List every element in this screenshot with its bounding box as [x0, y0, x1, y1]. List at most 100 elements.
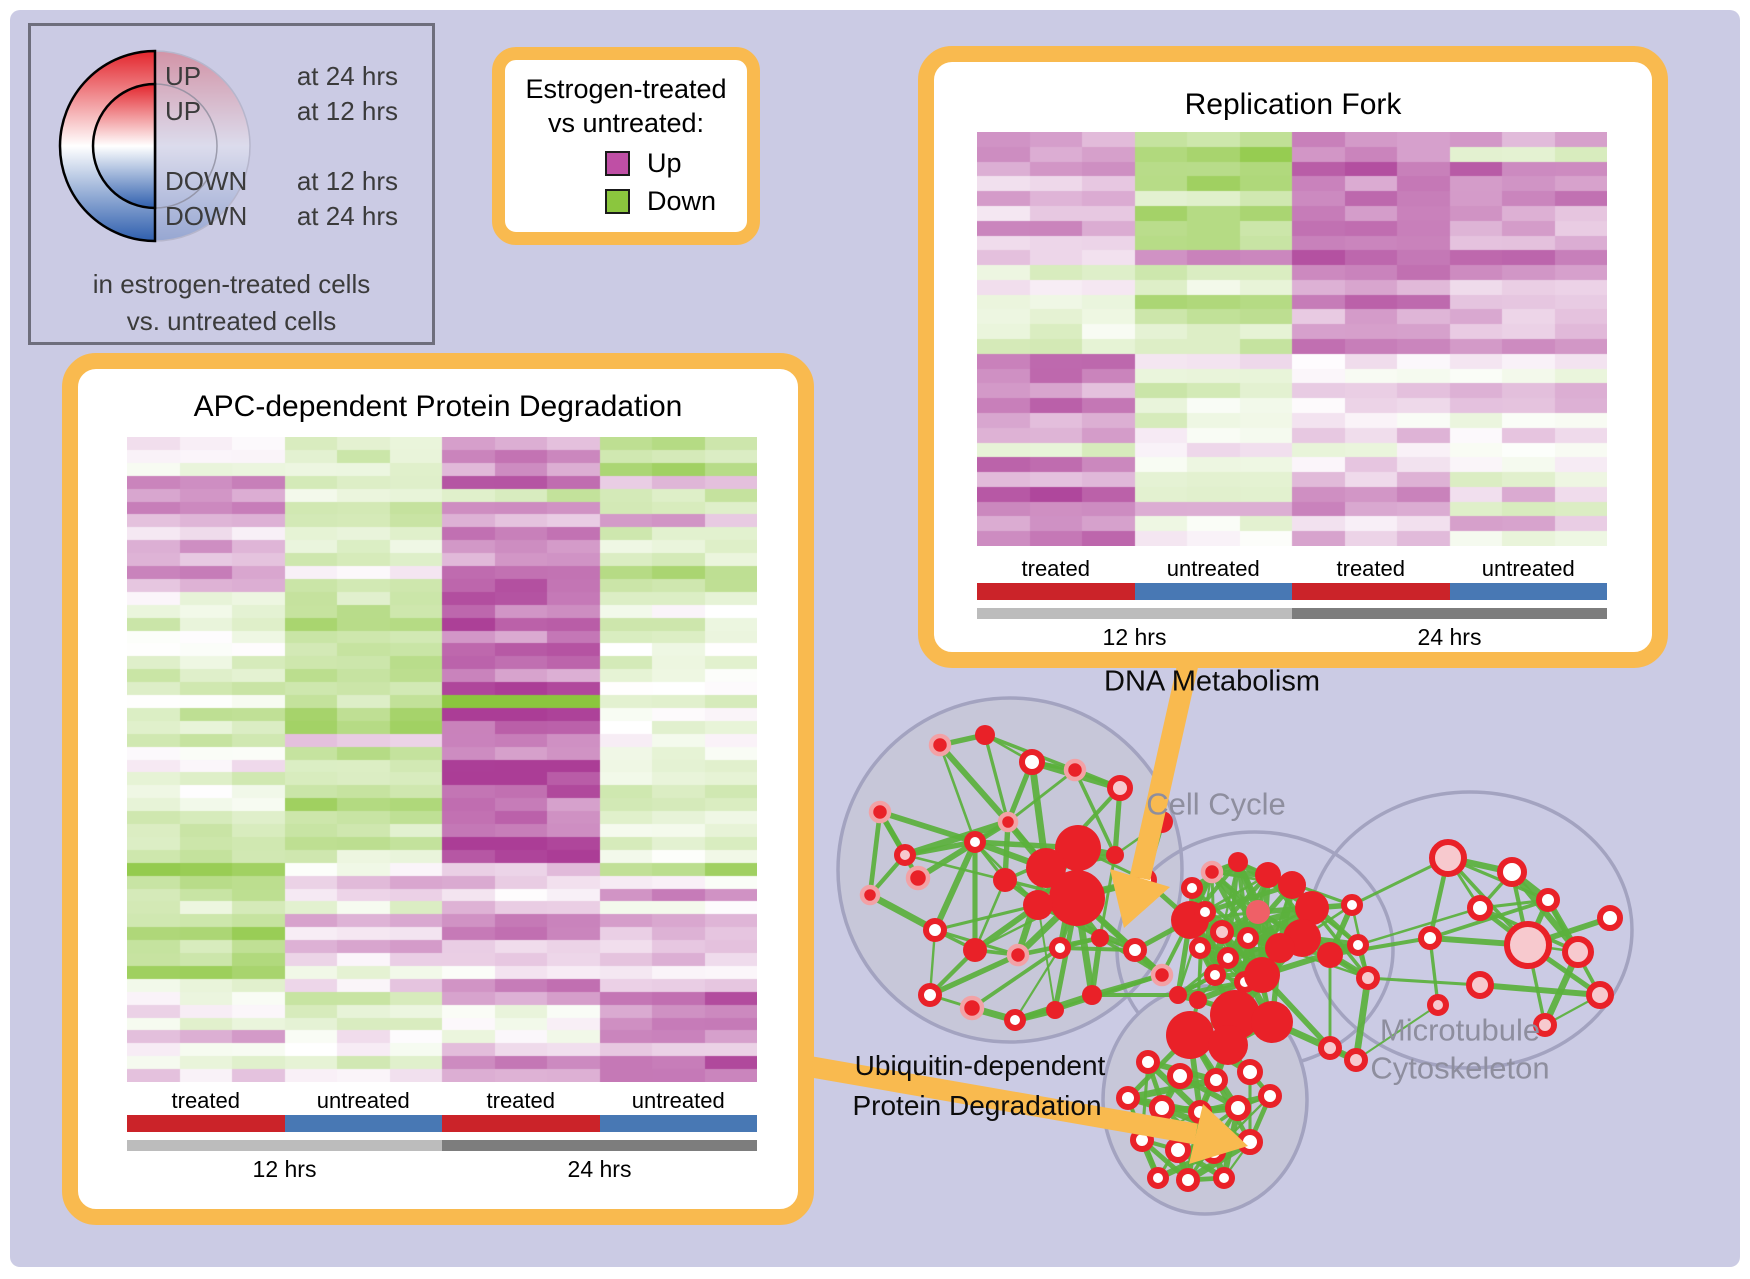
legend-item-down: Down [605, 186, 747, 217]
cluster-label: Cell Cycle [1146, 786, 1286, 822]
network-edge [937, 743, 1011, 824]
heatmap-group-label: untreated [1166, 556, 1260, 581]
network-edge [903, 818, 1010, 859]
time-label: 24 hrs [567, 1156, 632, 1182]
cluster-label: Microtubule [1379, 1012, 1541, 1048]
network-node-dna [1082, 985, 1102, 1005]
updown-timing-legend: UP at 24 hrs UP at 12 hrs DOWN at 12 hrs DO… [28, 23, 435, 345]
network-node-cc [1347, 934, 1369, 956]
heatmap-group-label: treated [486, 1088, 556, 1113]
network-node-dna [975, 725, 995, 745]
network-node-ub [1167, 1063, 1193, 1089]
network-node-cc [1356, 966, 1380, 990]
network-node-cc [1169, 986, 1187, 1004]
network-node-ub [1166, 1011, 1214, 1059]
legend-row-down-12: DOWN at 12 hrs [165, 168, 398, 194]
arrow-shaft [1129, 652, 1201, 881]
time-bar [977, 608, 1607, 619]
legend-row-up-12: UP at 12 hrs [165, 98, 398, 124]
network-node-dna [959, 995, 985, 1021]
network-node-dna [1019, 749, 1045, 775]
condition-bar-segment-treated [442, 1115, 600, 1132]
network-edge [973, 879, 1007, 951]
network-edge [970, 946, 1062, 1010]
time-bar-segment [127, 1140, 442, 1151]
down-color-swatch [605, 189, 630, 214]
network-node-cc [1181, 877, 1203, 899]
network-node-ub [1208, 1025, 1248, 1065]
network-node-cc [1265, 933, 1295, 963]
heatmap-group-label: treated [1336, 556, 1406, 581]
network-node-mt [1533, 1013, 1557, 1037]
legend-caption-line1: in estrogen-treated cells [92, 269, 371, 299]
estrogen-updown-legend: Estrogen-treated vs untreated: Up Down [492, 47, 760, 245]
network-node-dna [1023, 890, 1053, 920]
network-node-cc [1204, 964, 1226, 986]
network-node-dna [1026, 848, 1066, 888]
time-label: 24 hrs [1417, 624, 1482, 650]
heatmap-group-label: untreated [631, 1088, 725, 1113]
network-node-dna [894, 844, 916, 866]
network-node-ub [1204, 1068, 1228, 1092]
network-node-ub [1213, 1167, 1235, 1189]
network-node-dna [905, 865, 931, 891]
cluster-label: Ubiquitin-dependent [854, 1050, 1106, 1081]
condition-color-bar [127, 1115, 757, 1132]
network-node-mt [1536, 888, 1560, 912]
up-label: Up [647, 148, 682, 178]
network-node-dna [1046, 1001, 1064, 1019]
network-node-mt [1467, 895, 1493, 921]
network-node-dna [1123, 938, 1147, 962]
network-node-mt [1597, 905, 1623, 931]
condition-bar-segment-untreated [284, 1115, 442, 1132]
network-node-cc [1194, 901, 1216, 923]
network-node-dna [928, 733, 952, 757]
network-node-ub [1136, 1050, 1160, 1074]
network-edge [1098, 854, 1117, 939]
network-edge [867, 811, 883, 896]
network-node-dna [923, 918, 947, 942]
network-node-mt [1466, 971, 1494, 999]
ring-inner-solid-half [91, 82, 157, 210]
direction-label: DOWN [165, 201, 248, 231]
network-node-cc [1278, 871, 1306, 899]
network-node-mt [1427, 994, 1449, 1016]
cluster-label: DNA Metabolism [1104, 665, 1320, 698]
network-node-cc [1251, 1001, 1293, 1043]
direction-label: DOWN [165, 166, 248, 196]
time-bar-segment [442, 1140, 757, 1151]
replication-fork-footer: treated untreated treated untreated 12 hrs 24… [977, 556, 1607, 652]
apc-degradation-footer: treated untreated treated untreated 12 hrs 24… [127, 1088, 757, 1184]
network-node-ub [1237, 1059, 1263, 1085]
network-edge [932, 840, 978, 932]
network-node-dna [918, 983, 942, 1007]
time-label: 12 hrs [1102, 624, 1167, 650]
network-edge [1357, 906, 1481, 947]
legend-row-down-24: DOWN at 24 hrs [165, 203, 398, 229]
network-node-dna [964, 831, 986, 853]
network-node-dna [1006, 943, 1030, 967]
time-bar-segment [1292, 608, 1607, 619]
legend-caption-line2: vs. untreated cells [126, 306, 337, 336]
condition-bar-segment-untreated [599, 1115, 757, 1132]
network-edge [1429, 898, 1549, 940]
direction-label: UP [165, 61, 202, 91]
network-node-cc [1341, 894, 1363, 916]
condition-bar-segment-treated [1292, 583, 1450, 600]
down-label: Down [647, 186, 717, 216]
time-label: at 12 hrs [296, 96, 398, 126]
network-node-cc [1210, 920, 1234, 944]
arrow-head [1110, 869, 1170, 928]
network-node-dna [1049, 937, 1071, 959]
apc-degradation-heatmap [127, 437, 757, 1082]
condition-bar-segment-untreated [1134, 583, 1292, 600]
network-node-mt [1418, 926, 1442, 950]
network-node-mt [1429, 839, 1467, 877]
network-edge [1367, 976, 1481, 987]
apc-degradation-title: APC-dependent Protein Degradation [193, 390, 683, 423]
network-node-ub [1147, 1167, 1169, 1189]
gradient-ring-icon [58, 49, 251, 243]
time-label: 12 hrs [252, 1156, 317, 1182]
